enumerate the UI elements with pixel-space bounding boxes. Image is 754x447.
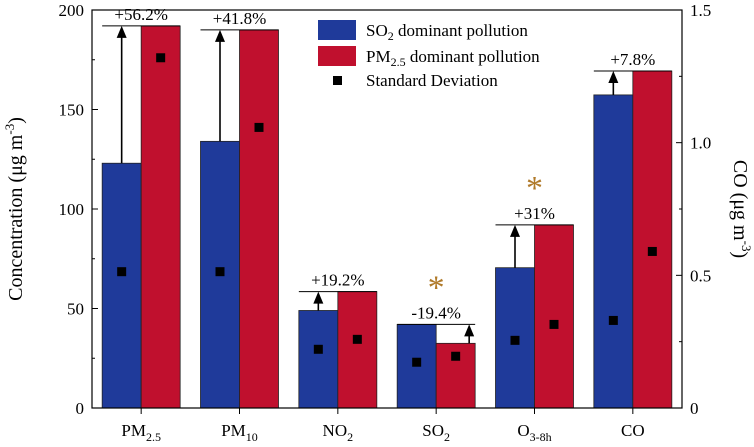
percent-change-label: -19.4% <box>411 303 461 322</box>
y-left-tick-label: 150 <box>59 101 85 120</box>
std-marker-so2-3 <box>412 357 422 367</box>
bar-pm25-2 <box>337 291 378 409</box>
legend-swatch-1 <box>318 46 356 66</box>
change-arrowhead-3 <box>464 324 475 337</box>
bar-so2-5 <box>593 94 634 409</box>
legend-label-std: Standard Deviation <box>366 71 498 90</box>
y-left-tick-label: 50 <box>67 300 84 319</box>
y-left-tick-label: 200 <box>59 1 85 20</box>
legend-std-marker <box>333 76 342 85</box>
percent-change-label: +41.8% <box>213 9 267 28</box>
change-arrowhead-5 <box>608 71 619 84</box>
bar-pm25-0 <box>140 25 181 409</box>
significance-star: * <box>428 269 445 306</box>
change-arrowhead-2 <box>313 291 324 304</box>
y-right-tick-label: 0.5 <box>690 266 711 285</box>
legend: SO2 dominant pollution PM2.5 dominant pol… <box>318 20 540 90</box>
change-arrowhead-4 <box>510 224 520 237</box>
std-marker-so2-1 <box>215 267 225 277</box>
legend-swatch-0 <box>318 20 356 40</box>
y-right-tick-label: 1.5 <box>690 1 711 20</box>
percent-change-label: +31% <box>514 204 555 223</box>
change-arrowhead-0 <box>116 25 127 38</box>
change-arrowhead-1 <box>215 29 225 42</box>
legend-label-0: SO2 dominant pollution <box>366 21 528 43</box>
std-marker-pm25-3 <box>451 351 461 361</box>
std-marker-so2-4 <box>510 335 520 345</box>
std-marker-pm25-2 <box>352 334 362 344</box>
x-tick-label: CO <box>621 421 645 440</box>
std-marker-pm25-5 <box>647 246 657 256</box>
bar-pm25-4 <box>534 224 574 409</box>
x-tick-label: PM2.5 <box>121 421 161 444</box>
x-tick-label: PM10 <box>221 421 258 444</box>
y-right-title: CO (μg m-3) <box>729 160 754 258</box>
bar-so2-2 <box>298 310 339 409</box>
significance-star: * <box>526 170 543 207</box>
std-marker-so2-5 <box>608 315 618 325</box>
std-marker-pm25-1 <box>254 122 264 132</box>
y-left-tick-label: 100 <box>59 200 85 219</box>
bar-pm25-5 <box>632 70 673 409</box>
std-marker-so2-2 <box>313 344 323 354</box>
legend-label-1: PM2.5 dominant pollution <box>366 47 540 69</box>
bar-pm25-1 <box>239 29 279 409</box>
y-right-tick-label: 0 <box>690 399 699 418</box>
std-marker-so2-0 <box>117 267 127 277</box>
x-tick-label: SO2 <box>422 421 450 444</box>
y-left-title: Concentration (μg m-3) <box>2 117 27 301</box>
x-tick-label: NO2 <box>323 421 354 444</box>
percent-change-label: +7.8% <box>610 50 655 69</box>
bar-so2-0 <box>101 162 142 409</box>
x-tick-label: O3-8h <box>517 421 551 444</box>
y-right-tick-label: 1.0 <box>690 134 711 153</box>
percent-change-label: +19.2% <box>311 271 365 290</box>
y-left-tick-label: 0 <box>76 399 85 418</box>
std-marker-pm25-0 <box>156 53 166 63</box>
percent-change-label: +56.2% <box>114 5 168 24</box>
std-marker-pm25-4 <box>549 319 559 329</box>
